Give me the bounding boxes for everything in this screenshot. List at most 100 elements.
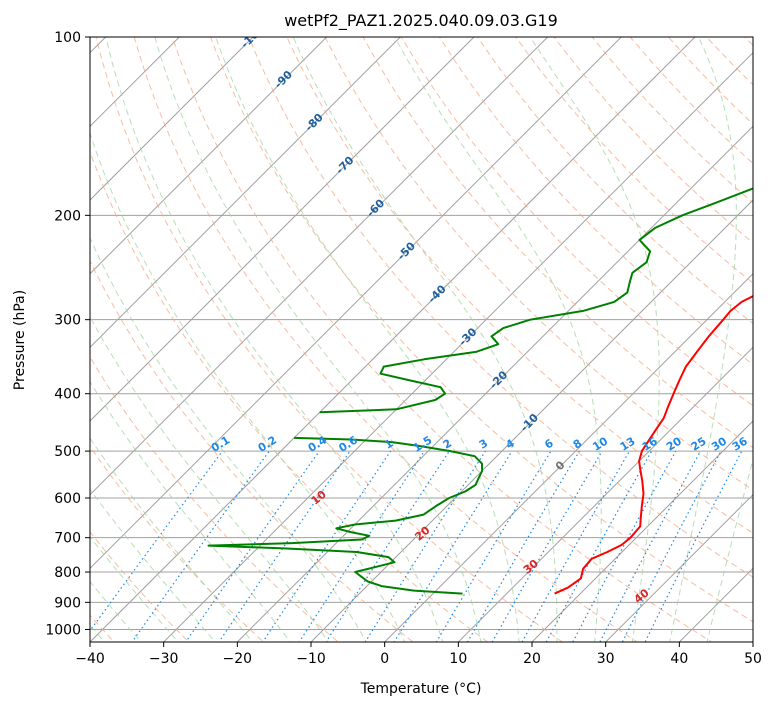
mixing-ratio-line <box>521 450 631 642</box>
dry-adiabat-line <box>90 445 265 642</box>
temperature-series-line <box>554 295 753 595</box>
moist-adiabat-line <box>669 37 737 642</box>
plot-area: -100-90-80-70-60-50-40-30-20-100 1020304… <box>0 10 775 654</box>
moist-adiabat-line <box>90 236 367 642</box>
dry-adiabat-line <box>705 37 753 86</box>
isotherm-line <box>604 493 753 642</box>
mixing-ratio-line <box>218 450 351 642</box>
dry-adiabat-line <box>90 150 489 642</box>
mixing-ratio-line <box>572 450 677 642</box>
moist-adiabat-line <box>90 380 291 642</box>
isotherm-line <box>90 37 623 570</box>
isotherm-line <box>457 346 753 642</box>
plot-frame <box>89 36 754 643</box>
moist-adiabat-line <box>215 37 520 642</box>
isotherm-line <box>90 37 696 642</box>
x-axis-ticks: −40 −30 −20 −10 0 10 20 30 40 50 <box>75 642 762 667</box>
dry-adiabat-line <box>90 259 414 642</box>
mixing-ratio-line <box>599 450 702 642</box>
dry-adiabat-line <box>248 37 753 578</box>
isotherm-line <box>383 272 753 642</box>
y-tick-label: 300 <box>54 313 81 329</box>
y-tick-label: 700 <box>54 531 81 547</box>
y-axis-label: Pressure (hPa) <box>12 290 28 390</box>
y-tick-label: 500 <box>54 444 81 460</box>
dry-adiabat-line <box>515 37 753 284</box>
x-tick-label: −10 <box>296 651 326 667</box>
isotherm-line <box>531 420 753 642</box>
moist-adiabat-line <box>90 437 254 642</box>
mixing-ratio-line <box>491 450 603 642</box>
dry-adiabat-line <box>756 10 775 654</box>
dry-adiabat-line <box>324 37 753 491</box>
moist-adiabat-line <box>90 580 142 642</box>
mixing-ratio-label: 3 <box>477 437 490 452</box>
isotherm-label: -60 <box>364 196 387 219</box>
sounding-profiles <box>207 187 753 595</box>
moist-adiabat-line <box>90 131 406 642</box>
isotherm-line <box>752 641 753 642</box>
y-tick-label: 600 <box>54 491 81 507</box>
mixing-ratio-line <box>262 450 392 642</box>
isotherm-line <box>90 37 549 496</box>
x-tick-label: 50 <box>744 651 762 667</box>
x-tick-label: 40 <box>670 651 688 667</box>
dry-adiabat-line <box>591 37 753 204</box>
moist-adiabat-line <box>90 488 216 642</box>
isotherm-line <box>90 37 475 422</box>
x-tick-label: −30 <box>149 651 179 667</box>
x-tick-label: 20 <box>523 651 541 667</box>
dewpoint-series-line <box>207 436 484 595</box>
isotherm-line <box>678 567 753 642</box>
x-axis-label: Temperature (°C) <box>360 681 482 697</box>
moist-adiabat-line <box>706 457 753 642</box>
x-tick-label: 30 <box>597 651 615 667</box>
mixing-ratio-line <box>435 450 552 642</box>
moist-adiabat-line <box>154 37 482 642</box>
x-tick-label: −20 <box>223 651 253 667</box>
moist-adiabat-line <box>90 315 329 642</box>
isotherm-label: -30 <box>456 325 479 348</box>
dry-adiabat-line <box>286 37 753 534</box>
mixing-ratio-lines <box>90 450 743 642</box>
isotherm-line <box>90 37 254 201</box>
isotherm-label: -40 <box>426 282 449 305</box>
moist-adiabat-line <box>529 37 660 642</box>
mixing-ratio-line <box>90 450 223 632</box>
mixing-ratio-line <box>644 450 743 642</box>
dry-adiabat-line <box>90 531 190 642</box>
x-tick-label: −40 <box>75 651 105 667</box>
isotherm-line <box>90 37 328 275</box>
isotherm-line <box>90 37 181 128</box>
isotherm-label: -80 <box>303 111 326 134</box>
y-axis-ticks: 1000 900 800 700 600 500 400 300 200 100 <box>45 30 90 638</box>
pressure-gridlines <box>90 37 753 630</box>
isotherm-line <box>236 125 753 642</box>
dry-adiabat-line <box>133 37 638 642</box>
isotherm-line <box>90 37 402 349</box>
mixing-ratio-line <box>185 450 320 642</box>
chart-title: wetPf2_PAZ1.2025.040.09.03.G19 <box>284 11 558 31</box>
dry-adiabat-line <box>209 37 753 623</box>
dry-adiabat-line <box>90 356 339 642</box>
dry-adiabat-line <box>629 37 753 165</box>
mixing-ratio-line <box>131 450 270 642</box>
dry-adiabat-line <box>744 37 753 47</box>
y-tick-label: 1000 <box>45 622 81 638</box>
isotherm-line <box>0 10 59 654</box>
mixing-ratio-line <box>621 450 722 642</box>
dry-adiabat-line <box>171 37 713 642</box>
mixing-ratio-label: 4 <box>503 436 517 451</box>
moist-adiabat-line <box>105 37 444 642</box>
mixing-ratio-line <box>325 450 450 642</box>
mixing-ratio-line <box>545 450 653 642</box>
x-tick-label: 10 <box>449 651 467 667</box>
dry-adiabat-label: 30 <box>521 557 541 577</box>
y-tick-label: 100 <box>54 30 81 46</box>
dry-adiabat-label: 20 <box>412 523 432 543</box>
isotherm-lines <box>0 10 753 654</box>
dry-adiabat-line <box>362 37 753 449</box>
moist-adiabat-line <box>394 37 602 642</box>
y-tick-label: 200 <box>54 208 81 224</box>
